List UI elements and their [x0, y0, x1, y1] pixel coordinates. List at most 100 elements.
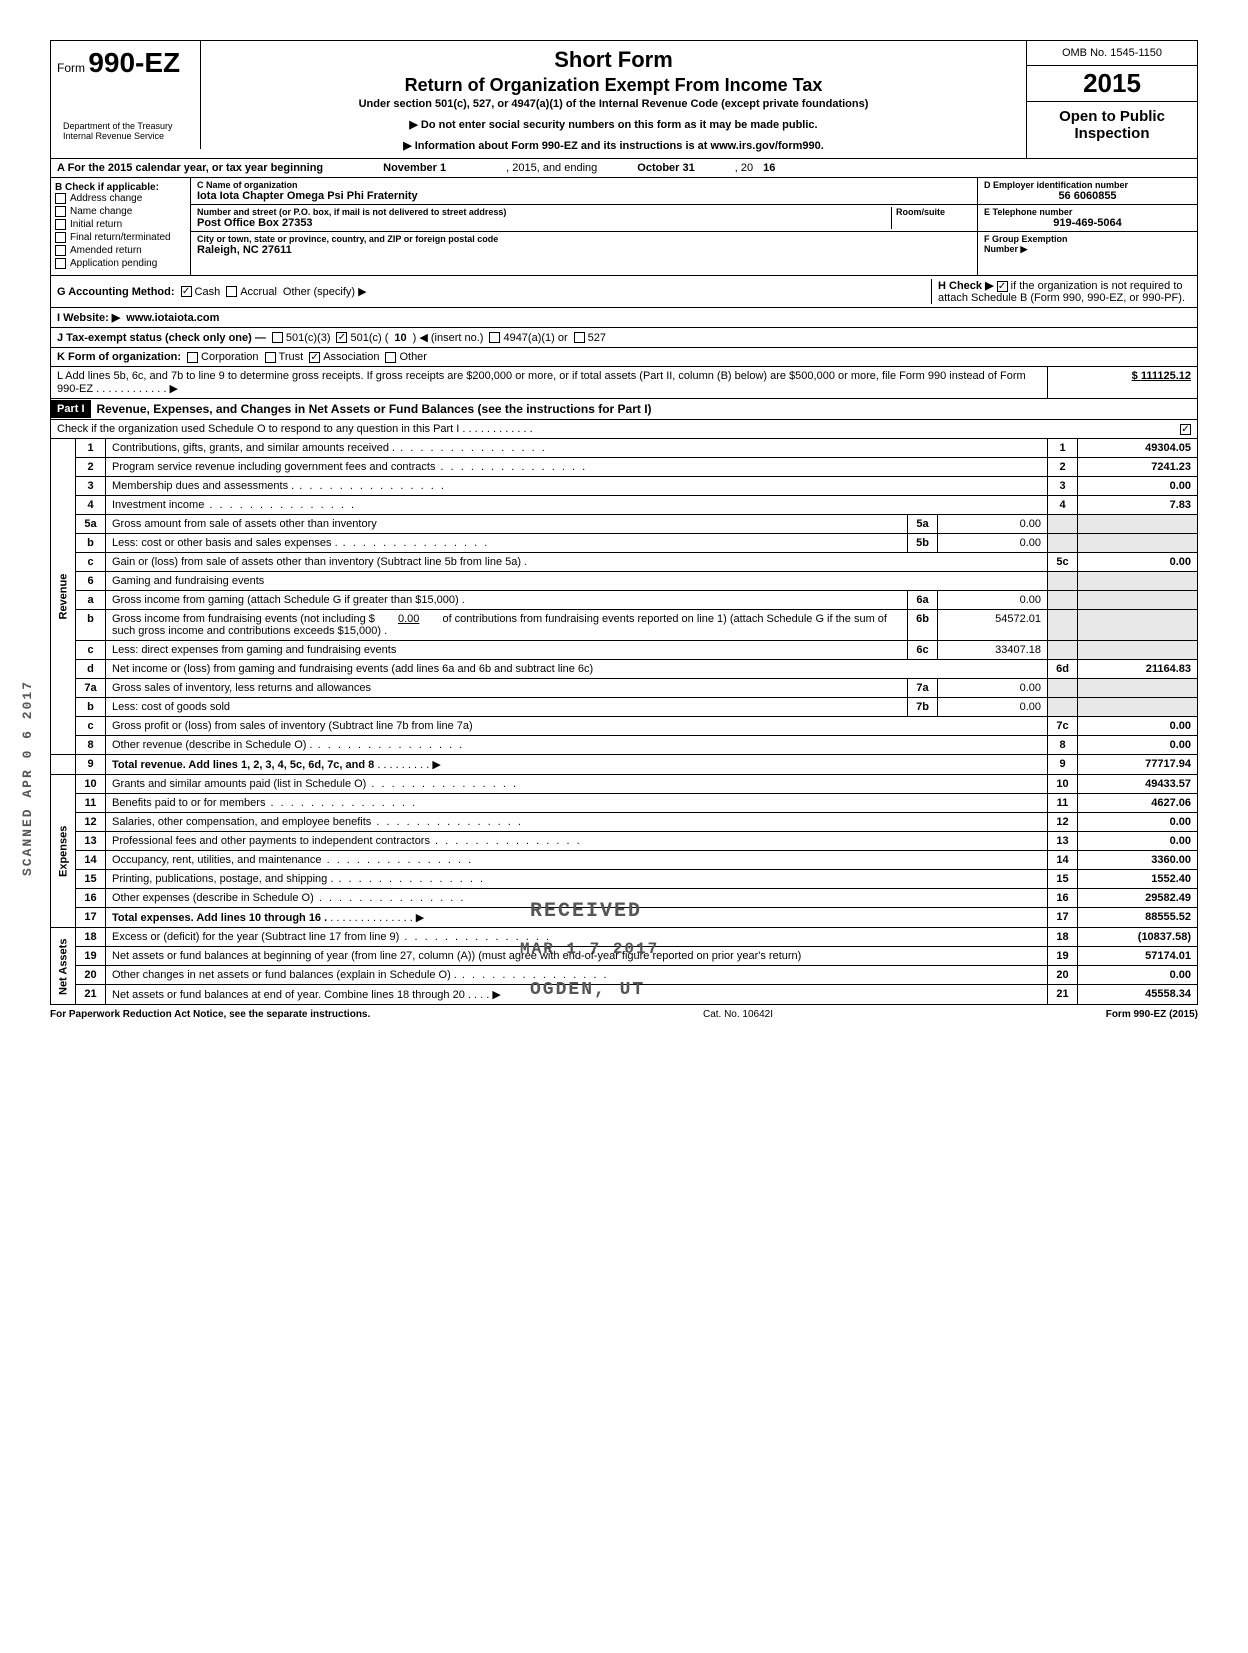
part-i-title: Revenue, Expenses, and Changes in Net As… — [91, 399, 1197, 419]
k-label: K Form of organization: — [57, 351, 181, 363]
6b-incl: 0.00 — [378, 613, 439, 625]
amt-20: 0.00 — [1078, 966, 1198, 985]
d-label: D Employer identification number — [984, 180, 1191, 190]
chk-cash[interactable]: Cash — [181, 286, 221, 298]
form-number: 990-EZ — [88, 47, 180, 78]
l-prefix: $ — [1132, 370, 1138, 382]
notice-info: ▶ Information about Form 990-EZ and its … — [209, 139, 1018, 152]
b-header: B Check if applicable: — [55, 182, 186, 193]
chk-accrual[interactable]: Accrual — [226, 286, 277, 298]
line-13: 13 Professional fees and other payments … — [51, 832, 1198, 851]
chk-name-change[interactable]: Name change — [55, 206, 186, 217]
chk-association[interactable]: Association — [309, 351, 379, 363]
amt-6d: 21164.83 — [1078, 660, 1198, 679]
amt-17: 88555.52 — [1078, 908, 1198, 928]
netassets-side-label: Net Assets — [51, 928, 76, 1005]
amt-6b: 54572.01 — [938, 610, 1048, 641]
expenses-side-label: Expenses — [51, 775, 76, 928]
amt-2: 7241.23 — [1078, 458, 1198, 477]
col-c: C Name of organization Iota Iota Chapter… — [191, 178, 977, 275]
room-label: Room/suite — [896, 207, 971, 217]
tax-year-yy: 16 — [763, 162, 775, 174]
chk-trust[interactable]: Trust — [265, 351, 304, 363]
line-9: 9 Total revenue. Add lines 1, 2, 3, 4, 5… — [51, 755, 1198, 775]
dept-treasury: Department of the Treasury — [63, 121, 188, 131]
line-10: Expenses 10 Grants and similar amounts p… — [51, 775, 1198, 794]
l-text: L Add lines 5b, 6c, and 7b to line 9 to … — [51, 367, 1047, 398]
row-gh: G Accounting Method: Cash Accrual Other … — [50, 276, 1198, 308]
omb-number: OMB No. 1545-1150 — [1027, 41, 1197, 66]
amt-15: 1552.40 — [1078, 870, 1198, 889]
amt-6a: 0.00 — [938, 591, 1048, 610]
line-7a: 7a Gross sales of inventory, less return… — [51, 679, 1198, 698]
chk-initial-return[interactable]: Initial return — [55, 219, 186, 230]
amt-3: 0.00 — [1078, 477, 1198, 496]
row-a-yr-lbl: , 20 — [735, 162, 753, 174]
part-i-check-row: Check if the organization used Schedule … — [50, 420, 1198, 439]
line-16: 16 Other expenses (describe in Schedule … — [51, 889, 1198, 908]
amt-11: 4627.06 — [1078, 794, 1198, 813]
amt-9: 77717.94 — [1078, 755, 1198, 775]
chk-501c[interactable]: 501(c) ( — [336, 332, 388, 344]
amt-7c: 0.00 — [1078, 717, 1198, 736]
footer-left: For Paperwork Reduction Act Notice, see … — [50, 1009, 370, 1020]
line-2: 2 Program service revenue including gove… — [51, 458, 1198, 477]
g-label: G Accounting Method: — [57, 286, 175, 298]
stamp-scanned: SCANNED APR 0 6 2017 — [20, 680, 35, 876]
chk-schedule-o[interactable] — [1180, 424, 1191, 435]
c-label: C Name of organization — [197, 180, 971, 190]
amt-6c: 33407.18 — [938, 641, 1048, 660]
chk-4947a1[interactable]: 4947(a)(1) or — [489, 332, 567, 344]
subtitle: Under section 501(c), 527, or 4947(a)(1)… — [209, 98, 1018, 110]
g-other: Other (specify) ▶ — [283, 285, 367, 298]
footer-right: Form 990-EZ (2015) — [1106, 1009, 1198, 1020]
website: www.iotaiota.com — [126, 312, 219, 324]
row-a-mid: , 2015, and ending — [506, 162, 597, 174]
footer-mid: Cat. No. 10642I — [703, 1009, 773, 1020]
amt-8: 0.00 — [1078, 736, 1198, 755]
i-label: I Website: ▶ — [57, 311, 120, 324]
line-6c: c Less: direct expenses from gaming and … — [51, 641, 1198, 660]
501c-number: 10 — [394, 332, 406, 344]
title-cell: Short Form Return of Organization Exempt… — [201, 41, 1027, 158]
amt-12: 0.00 — [1078, 813, 1198, 832]
city-label: City or town, state or province, country… — [197, 234, 971, 244]
line-6b: b Gross income from fundraising events (… — [51, 610, 1198, 641]
chk-527[interactable]: 527 — [574, 332, 606, 344]
line-19: 19 Net assets or fund balances at beginn… — [51, 947, 1198, 966]
chk-amended-return[interactable]: Amended return — [55, 245, 186, 256]
part-i-check-text: Check if the organization used Schedule … — [57, 423, 1174, 435]
street-label: Number and street (or P.O. box, if mail … — [197, 207, 891, 217]
revenue-side-label: Revenue — [51, 439, 76, 755]
f-label2: Number ▶ — [984, 244, 1191, 255]
org-city: Raleigh, NC 27611 — [197, 244, 971, 256]
chk-501c3[interactable]: 501(c)(3) — [272, 332, 331, 344]
gross-receipts: 111125.12 — [1141, 370, 1191, 382]
chk-schedule-b[interactable] — [997, 281, 1008, 292]
chk-address-change[interactable]: Address change — [55, 193, 186, 204]
col-b: B Check if applicable: Address change Na… — [51, 178, 191, 275]
amt-10: 49433.57 — [1078, 775, 1198, 794]
footer: For Paperwork Reduction Act Notice, see … — [50, 1005, 1198, 1020]
chk-corporation[interactable]: Corporation — [187, 351, 258, 363]
e-label: E Telephone number — [984, 207, 1191, 217]
row-j: J Tax-exempt status (check only one) — 5… — [50, 328, 1198, 348]
f-label: F Group Exemption — [984, 234, 1191, 244]
j-tail: ) ◀ (insert no.) — [413, 331, 484, 344]
line-7c: c Gross profit or (loss) from sales of i… — [51, 717, 1198, 736]
chk-other-org[interactable]: Other — [385, 351, 427, 363]
line-6: 6 Gaming and fundraising events — [51, 572, 1198, 591]
telephone: 919-469-5064 — [984, 217, 1191, 229]
title-return: Return of Organization Exempt From Incom… — [209, 75, 1018, 96]
form-header: Form 990-EZ Department of the Treasury I… — [50, 40, 1198, 159]
right-cell: OMB No. 1545-1150 2015 Open to Public In… — [1027, 41, 1197, 148]
open-public: Open to Public Inspection — [1027, 102, 1197, 148]
line-5b: b Less: cost or other basis and sales ex… — [51, 534, 1198, 553]
amt-5b: 0.00 — [938, 534, 1048, 553]
chk-application-pending[interactable]: Application pending — [55, 258, 186, 269]
amt-19: 57174.01 — [1078, 947, 1198, 966]
line-20: 20 Other changes in net assets or fund b… — [51, 966, 1198, 985]
title-short-form: Short Form — [209, 47, 1018, 73]
amt-14: 3360.00 — [1078, 851, 1198, 870]
chk-final-return[interactable]: Final return/terminated — [55, 232, 186, 243]
